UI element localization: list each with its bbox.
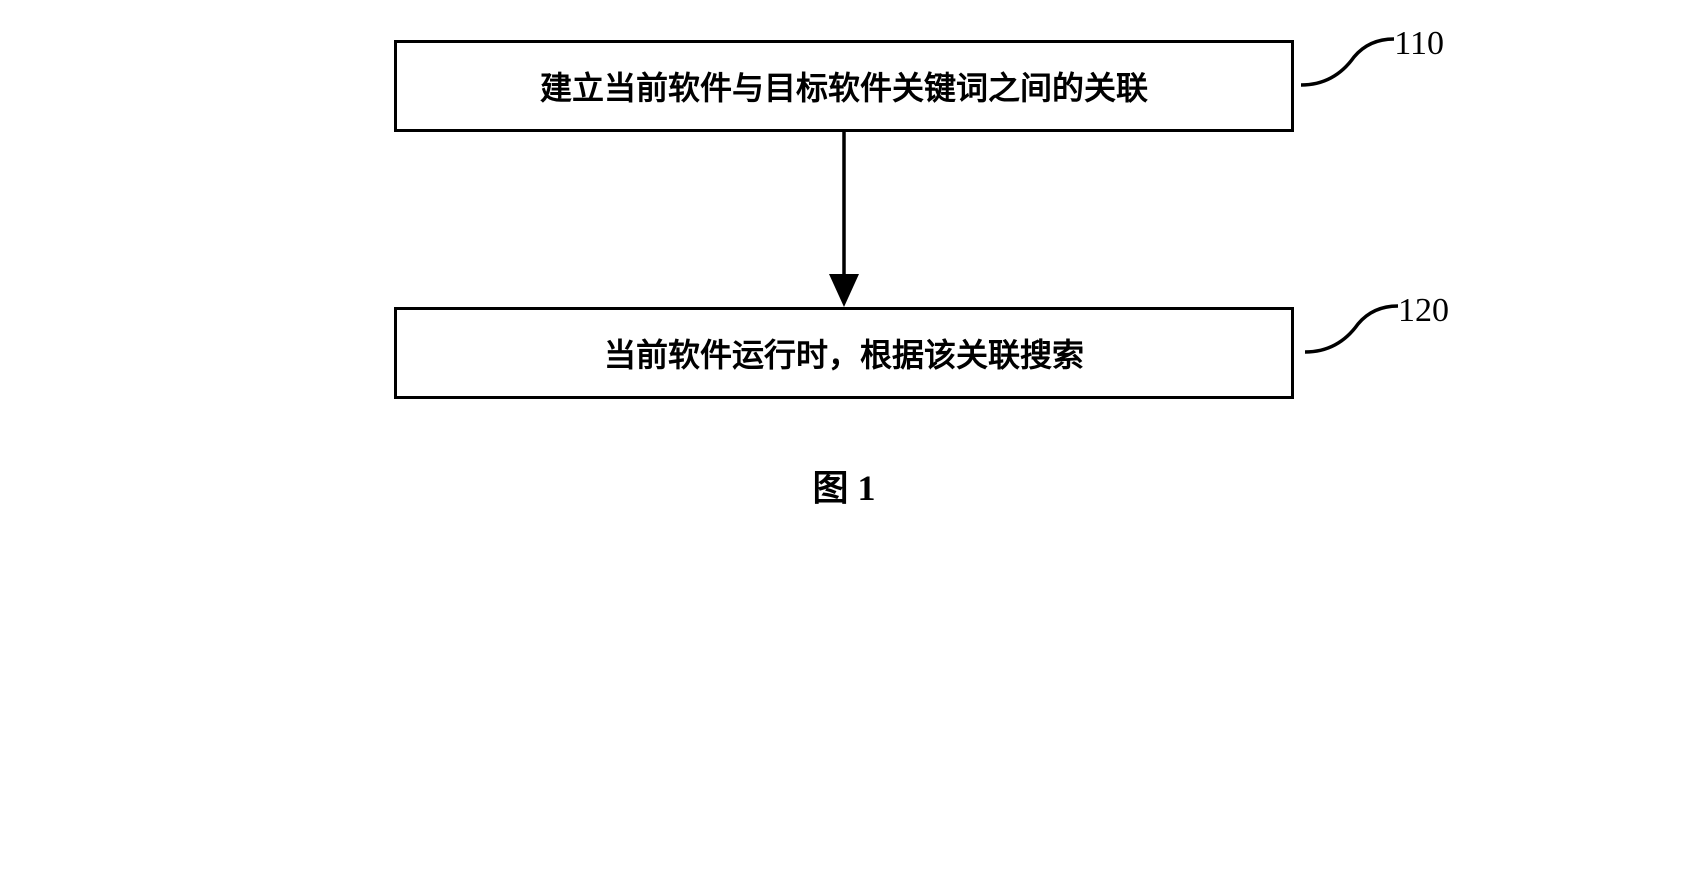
label-text-120: 120 [1398,292,1449,330]
flow-box-text-110: 建立当前软件与目标软件关键词之间的关联 [427,63,1261,109]
flow-box-text-120: 当前软件运行时，根据该关联搜索 [427,330,1261,376]
box-wrapper-110: 建立当前软件与目标软件关键词之间的关联 110 [394,40,1294,132]
box-wrapper-120: 当前软件运行时，根据该关联搜索 120 [394,307,1294,399]
connector-curve-120 [1303,304,1403,374]
flow-box-110: 建立当前软件与目标软件关键词之间的关联 [394,40,1294,132]
figure-caption: 图 1 [244,459,1444,511]
label-text-110: 110 [1394,25,1444,63]
connector-curve-110 [1299,37,1399,107]
label-120-container: 120 [1398,292,1449,330]
arrow-110-to-120 [394,132,1294,307]
flowchart-diagram: 建立当前软件与目标软件关键词之间的关联 110 当前软件运行时，根据该关联搜索 … [244,40,1444,511]
label-110-container: 110 [1394,25,1444,63]
arrow-down-icon [819,132,869,307]
flow-box-120: 当前软件运行时，根据该关联搜索 [394,307,1294,399]
